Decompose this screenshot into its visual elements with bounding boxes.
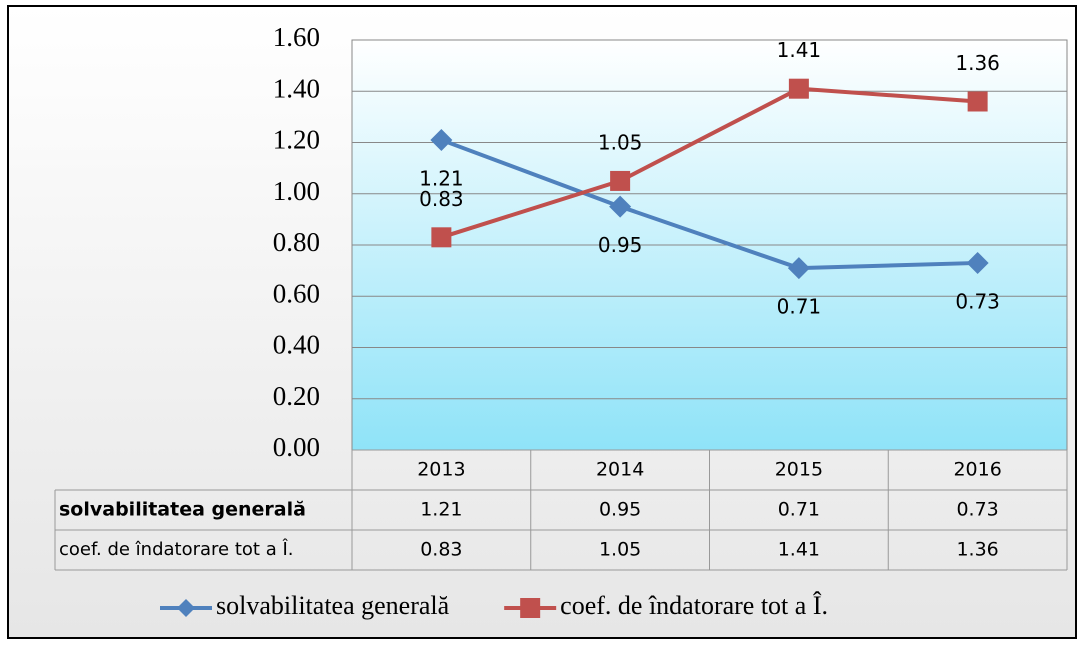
- y-tick-label: 0.60: [273, 278, 320, 308]
- y-tick-label: 0.80: [273, 227, 320, 257]
- category-label: 2015: [775, 459, 823, 481]
- table-cell: 1.41: [778, 539, 820, 561]
- series-line: [440, 138, 978, 271]
- y-tick-label: 1.60: [273, 22, 320, 52]
- category-label: 2013: [417, 459, 465, 481]
- table-cell: 1.36: [956, 539, 998, 561]
- y-tick-label: 1.00: [273, 176, 320, 206]
- y-tick-label: 1.20: [273, 125, 320, 155]
- data-label: 0.73: [955, 289, 1000, 313]
- y-tick-label: 0.20: [273, 381, 320, 411]
- point: [788, 78, 809, 99]
- table-cell: 1.05: [599, 539, 641, 561]
- data-label: 1.36: [955, 51, 1000, 75]
- point: [431, 227, 452, 248]
- table-cell: 0.71: [778, 499, 820, 521]
- y-tick-label: 0.00: [273, 432, 320, 462]
- table-cell: 0.95: [599, 499, 641, 521]
- y-tick-label: 1.40: [273, 73, 320, 103]
- y-tick-label: 0.40: [273, 330, 320, 360]
- series-line: [440, 86, 978, 240]
- table-row-label: coef. de îndatorare tot a Î.: [59, 538, 293, 560]
- legend-label: solvabilitatea generală: [216, 591, 450, 620]
- point: [520, 598, 541, 618]
- point: [177, 599, 195, 617]
- legend-label: coef. de îndatorare tot a Î.: [560, 591, 828, 620]
- data-label: 1.21: [419, 166, 464, 190]
- category-label: 2016: [953, 459, 1001, 481]
- point: [430, 128, 453, 151]
- point: [787, 257, 810, 280]
- category-label: 2014: [596, 459, 644, 481]
- table-row-label: solvabilitatea generală: [59, 499, 306, 521]
- data-label: 0.83: [419, 187, 464, 211]
- data-label: 0.95: [598, 233, 643, 257]
- table-cell: 0.73: [956, 499, 998, 521]
- table-cell: 1.21: [420, 499, 462, 521]
- point: [610, 170, 631, 191]
- data-label: 1.05: [598, 130, 643, 154]
- point: [609, 195, 632, 218]
- data-label: 0.71: [777, 295, 822, 319]
- point: [966, 251, 989, 274]
- point: [967, 91, 988, 112]
- table-cell: 0.83: [420, 539, 462, 561]
- data-label: 1.41: [777, 38, 822, 62]
